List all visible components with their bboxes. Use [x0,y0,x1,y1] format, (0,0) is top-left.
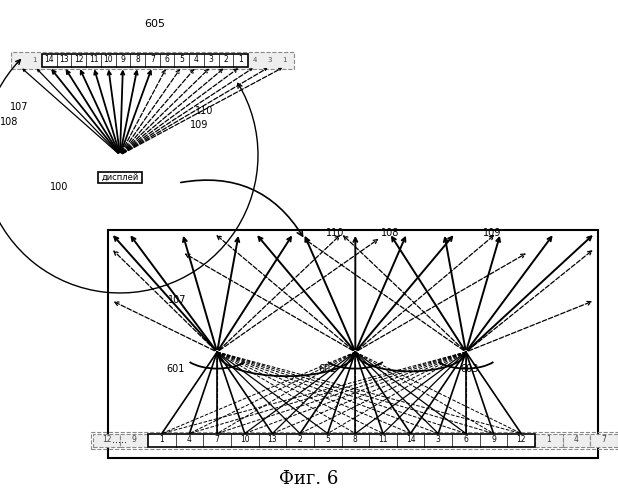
Text: 10: 10 [103,56,113,64]
Text: 11: 11 [378,436,387,444]
Text: 603: 603 [460,364,478,374]
Text: 4: 4 [187,436,192,444]
Text: 12: 12 [102,436,111,444]
Text: 11: 11 [89,56,98,64]
Text: 602: 602 [318,364,336,374]
Bar [535,434,562,446]
Text: 3: 3 [436,436,441,444]
Text: 8: 8 [135,56,140,64]
Text: 605: 605 [145,19,166,29]
Text: 1: 1 [546,436,551,444]
Text: 5: 5 [325,436,330,444]
Text: 108: 108 [381,228,399,238]
Text: 108: 108 [0,117,18,127]
Text: 107: 107 [9,102,28,112]
Text: 9: 9 [491,436,496,444]
Text: 100: 100 [49,182,68,192]
Text: 3: 3 [209,56,214,64]
Text: 4: 4 [574,436,579,444]
Text: 12: 12 [517,436,526,444]
Text: 3: 3 [268,57,273,63]
Text: 9: 9 [132,436,137,444]
Text: 109: 109 [190,120,208,130]
Text: 14: 14 [44,56,54,64]
Text: 13: 13 [59,56,69,64]
Text: 14: 14 [406,436,415,444]
Text: 5: 5 [179,56,184,64]
Bar [562,434,590,446]
Text: 7: 7 [150,56,154,64]
Text: 110: 110 [326,228,344,238]
Bar [42,54,248,66]
Text: 8: 8 [353,436,358,444]
Text: 1: 1 [32,57,37,63]
Text: 601: 601 [167,364,185,374]
Bar [148,434,535,446]
Text: 1: 1 [159,436,164,444]
Text: 107: 107 [168,295,187,305]
Text: 6: 6 [464,436,468,444]
Text: 10: 10 [240,436,250,444]
Bar [98,172,142,182]
Text: 4: 4 [253,57,258,63]
Text: Фиг. 6: Фиг. 6 [279,470,339,488]
Bar [121,434,148,446]
Text: 12: 12 [74,56,83,64]
Text: 6: 6 [164,56,169,64]
Bar [590,434,618,446]
Text: .....: ..... [112,435,127,445]
Bar [91,432,618,448]
Text: 9: 9 [121,56,125,64]
Bar [11,52,294,68]
Text: 2: 2 [298,436,302,444]
Bar [108,230,598,458]
Text: 4: 4 [194,56,199,64]
Text: 1: 1 [239,56,243,64]
Text: 1: 1 [282,57,287,63]
Bar [93,434,121,446]
Text: 109: 109 [483,228,501,238]
Text: 2: 2 [224,56,228,64]
Text: дисплей: дисплей [101,172,138,182]
Text: 110: 110 [195,106,213,116]
Text: 13: 13 [268,436,277,444]
Text: 7: 7 [214,436,219,444]
Text: 7: 7 [602,436,606,444]
